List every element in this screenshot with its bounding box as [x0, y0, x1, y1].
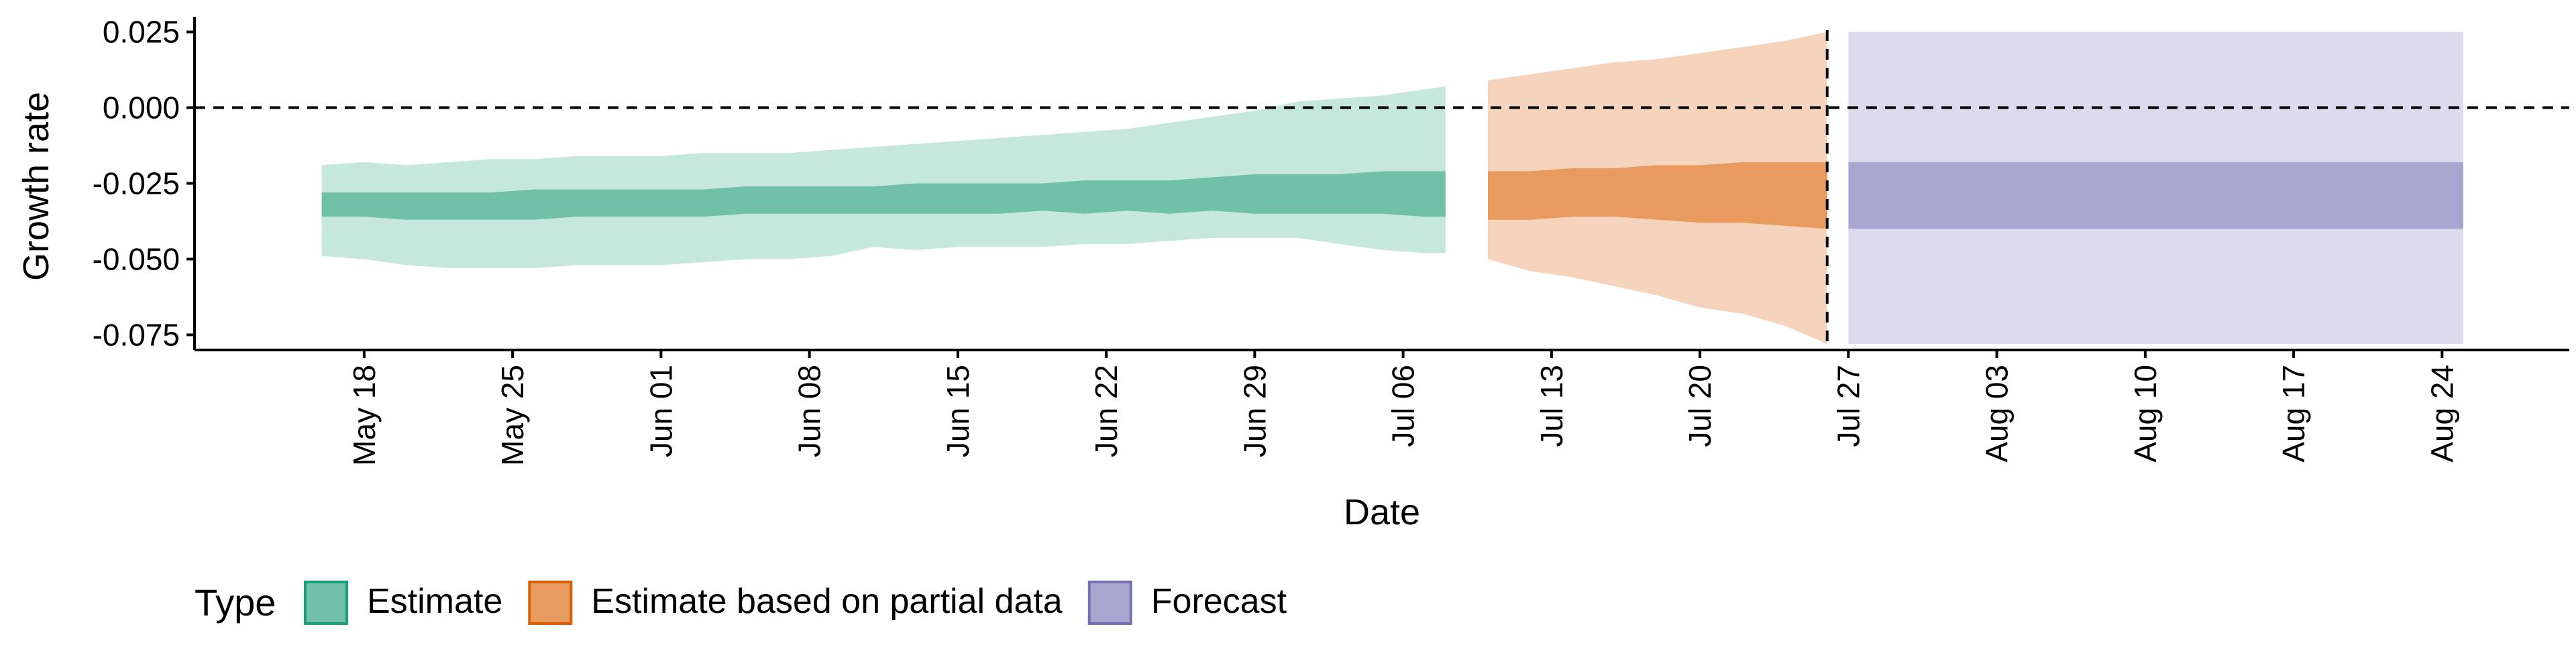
reference-line-layer: [195, 30, 2569, 350]
legend-entry-estimate: Estimate: [304, 581, 502, 625]
y-tick-label: -0.050: [93, 241, 180, 276]
x-tick-label: Jul 13: [1534, 365, 1569, 447]
outer-interval-band: [321, 86, 1446, 268]
y-tick-label: 0.000: [103, 91, 180, 125]
series-forecast: [1848, 32, 2463, 344]
y-tick-label: -0.025: [93, 166, 180, 201]
y-axis-title: Growth rate: [16, 92, 56, 281]
x-tick-label: Jun 29: [1237, 365, 1272, 457]
x-tick-label: Aug 24: [2424, 365, 2459, 463]
x-tick-label: Jul 20: [1682, 365, 1717, 447]
x-tick-label: May 18: [347, 365, 382, 466]
legend-label: Estimate based on partial data: [591, 582, 1063, 621]
y-tick-label: 0.025: [103, 15, 180, 50]
x-tick-label: Aug 03: [1980, 365, 2015, 463]
series-estimate-based-on-partial-data: [1488, 32, 1827, 344]
x-tick-label: Jun 22: [1089, 365, 1124, 457]
legend-key: [304, 581, 348, 625]
series-estimate: [321, 86, 1446, 268]
inner-interval-band: [1848, 162, 2463, 229]
x-tick-label: Aug 10: [2128, 365, 2163, 463]
legend-label: Forecast: [1151, 582, 1287, 621]
y-tick-label: -0.075: [93, 317, 180, 352]
legend-key: [1087, 581, 1132, 625]
inner-interval-band: [1488, 162, 1827, 229]
x-tick-label: Jun 01: [643, 365, 678, 457]
x-axis-title: Date: [1344, 492, 1420, 532]
x-tick-label: Jul 27: [1831, 365, 1866, 447]
legend-entry-estimate-based-on-partial-data: Estimate based on partial data: [528, 581, 1063, 625]
x-tick-label: Jul 06: [1386, 365, 1421, 447]
x-tick-label: Jun 15: [941, 365, 975, 457]
legend-entry-forecast: Forecast: [1087, 581, 1287, 625]
legend: Estimate Estimate based on partial data Fo…: [304, 581, 1287, 625]
legend-label: Estimate: [367, 582, 502, 621]
x-tick-label: Jun 08: [792, 365, 827, 457]
band-layer: [321, 32, 2463, 344]
legend-key: [528, 581, 573, 625]
legend-title: Type: [195, 581, 276, 624]
x-tick-label: Aug 17: [2276, 365, 2311, 463]
axes-layer: -0.075 -0.050 -0.025 0.000 0.025 May 18 May 25…: [93, 15, 2569, 466]
x-tick-label: May 25: [495, 365, 530, 466]
inner-interval-band: [321, 171, 1446, 220]
